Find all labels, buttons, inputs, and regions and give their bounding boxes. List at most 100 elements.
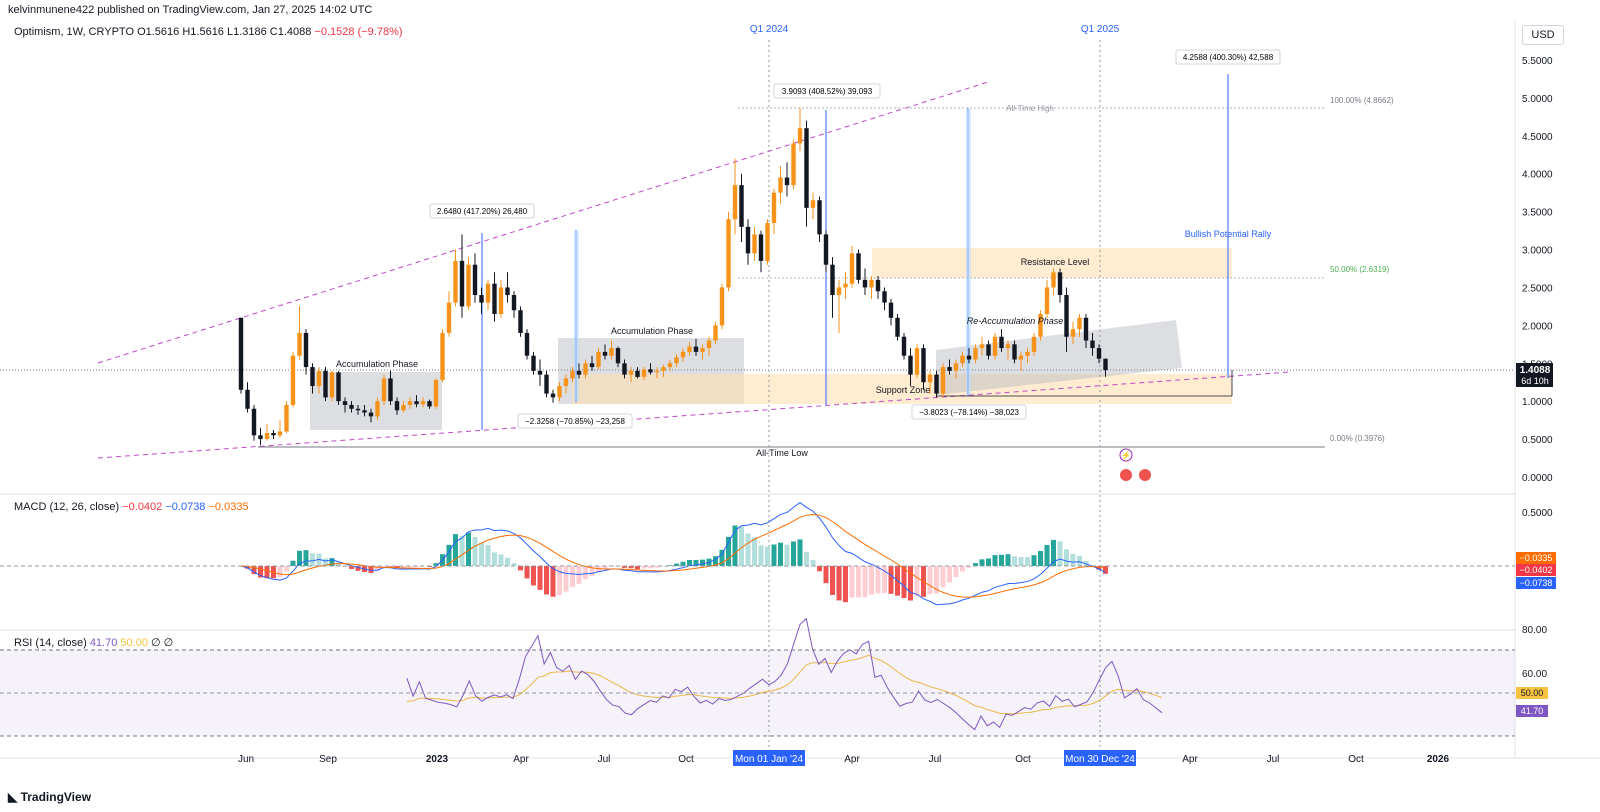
candle[interactable] [466, 257, 471, 311]
candle[interactable] [674, 354, 679, 368]
accumulation-label-1[interactable]: Accumulation Phase [336, 359, 418, 369]
rsi-label[interactable]: RSI (14, close) [14, 637, 87, 649]
candle[interactable] [1057, 268, 1063, 303]
candle[interactable] [823, 230, 829, 273]
candle[interactable] [362, 404, 367, 417]
candle[interactable] [251, 404, 257, 441]
candle[interactable] [563, 374, 569, 394]
rally-label[interactable]: Bullish Potential Rally [1185, 229, 1272, 239]
candle[interactable] [745, 219, 751, 265]
candle[interactable] [1103, 358, 1108, 377]
candle[interactable] [427, 399, 432, 409]
currency-button[interactable]: USD [1522, 25, 1564, 45]
candle[interactable] [875, 276, 881, 299]
candle[interactable] [804, 120, 809, 227]
candle[interactable] [1031, 332, 1037, 356]
candle[interactable] [797, 107, 803, 151]
candle[interactable] [459, 234, 465, 318]
candle[interactable] [453, 249, 458, 307]
support-label[interactable]: Support Zone [876, 385, 931, 395]
candle[interactable] [310, 363, 315, 394]
candle[interactable] [472, 253, 478, 303]
candle[interactable] [862, 268, 868, 296]
candle[interactable] [680, 348, 686, 362]
candle[interactable] [1090, 332, 1095, 356]
candle[interactable] [687, 342, 692, 356]
candle[interactable] [1070, 321, 1076, 345]
candle[interactable] [791, 139, 796, 189]
candle[interactable] [264, 423, 270, 441]
price-axis[interactable]: 5.5000 5.0000 4.5000 4.0000 3.5000 3.0000 2.50… [1522, 56, 1553, 484]
candle[interactable] [284, 401, 289, 434]
symbol-name[interactable]: Optimism, 1W, CRYPTO [14, 26, 135, 38]
accumulation-label-2[interactable]: Accumulation Phase [611, 326, 693, 336]
macd-line[interactable] [240, 501, 1106, 606]
candle[interactable] [615, 346, 621, 368]
candle[interactable] [550, 389, 556, 403]
candle[interactable] [316, 367, 322, 394]
candle[interactable] [329, 370, 335, 402]
candle[interactable] [492, 272, 497, 322]
candle[interactable] [407, 397, 413, 409]
candle[interactable] [290, 351, 296, 408]
candle[interactable] [238, 317, 244, 394]
candle[interactable] [433, 378, 439, 409]
candle[interactable] [485, 279, 491, 311]
candle[interactable] [596, 348, 601, 370]
candle[interactable] [914, 344, 920, 379]
candle[interactable] [921, 344, 926, 390]
candle[interactable] [505, 272, 510, 303]
candle[interactable] [271, 429, 276, 440]
candle[interactable] [1025, 348, 1030, 364]
candle[interactable] [518, 306, 523, 337]
candle[interactable] [375, 397, 380, 421]
candle[interactable] [1044, 279, 1050, 318]
candle[interactable] [1064, 287, 1069, 352]
candle[interactable] [927, 370, 933, 394]
candle[interactable] [368, 408, 374, 423]
candle[interactable] [1038, 310, 1043, 341]
support-zone-rect[interactable] [572, 374, 1232, 404]
candle[interactable] [440, 329, 445, 383]
candle[interactable] [966, 348, 972, 364]
candle[interactable] [342, 397, 348, 413]
ath-label[interactable]: All-Time High [1006, 104, 1054, 113]
candle[interactable] [973, 344, 978, 364]
candle[interactable] [732, 158, 738, 235]
us-event-icon-1[interactable] [1120, 469, 1132, 481]
candle[interactable] [355, 404, 361, 415]
candle[interactable] [667, 359, 673, 371]
candle[interactable] [303, 329, 309, 375]
reaccumulation-zone[interactable] [936, 320, 1182, 395]
resistance-label[interactable]: Resistance Level [1021, 257, 1090, 267]
candle[interactable] [758, 230, 764, 273]
candle[interactable] [895, 313, 900, 341]
candle[interactable] [1005, 340, 1011, 360]
candle[interactable] [388, 370, 393, 405]
rsi-line[interactable] [406, 617, 1163, 731]
candle[interactable] [986, 340, 991, 360]
candle[interactable] [908, 348, 913, 387]
candle[interactable] [953, 359, 959, 379]
candle[interactable] [479, 287, 484, 314]
candle[interactable] [765, 219, 770, 265]
candle[interactable] [381, 374, 387, 405]
candle[interactable] [297, 306, 302, 360]
candle[interactable] [784, 162, 790, 197]
candle[interactable] [446, 291, 452, 337]
wedge-lower-line[interactable] [97, 371, 1291, 459]
candle[interactable] [511, 291, 517, 318]
candle[interactable] [882, 287, 887, 311]
candle[interactable] [843, 272, 848, 299]
candle[interactable] [960, 351, 965, 368]
macd-label[interactable]: MACD (12, 26, close) [14, 501, 120, 513]
candle[interactable] [830, 257, 835, 318]
candle[interactable] [739, 173, 744, 242]
candle[interactable] [869, 276, 874, 299]
candle[interactable] [648, 363, 653, 375]
candle[interactable] [901, 332, 907, 360]
candle[interactable] [277, 420, 283, 438]
candle[interactable] [570, 367, 575, 383]
candle[interactable] [849, 245, 855, 288]
